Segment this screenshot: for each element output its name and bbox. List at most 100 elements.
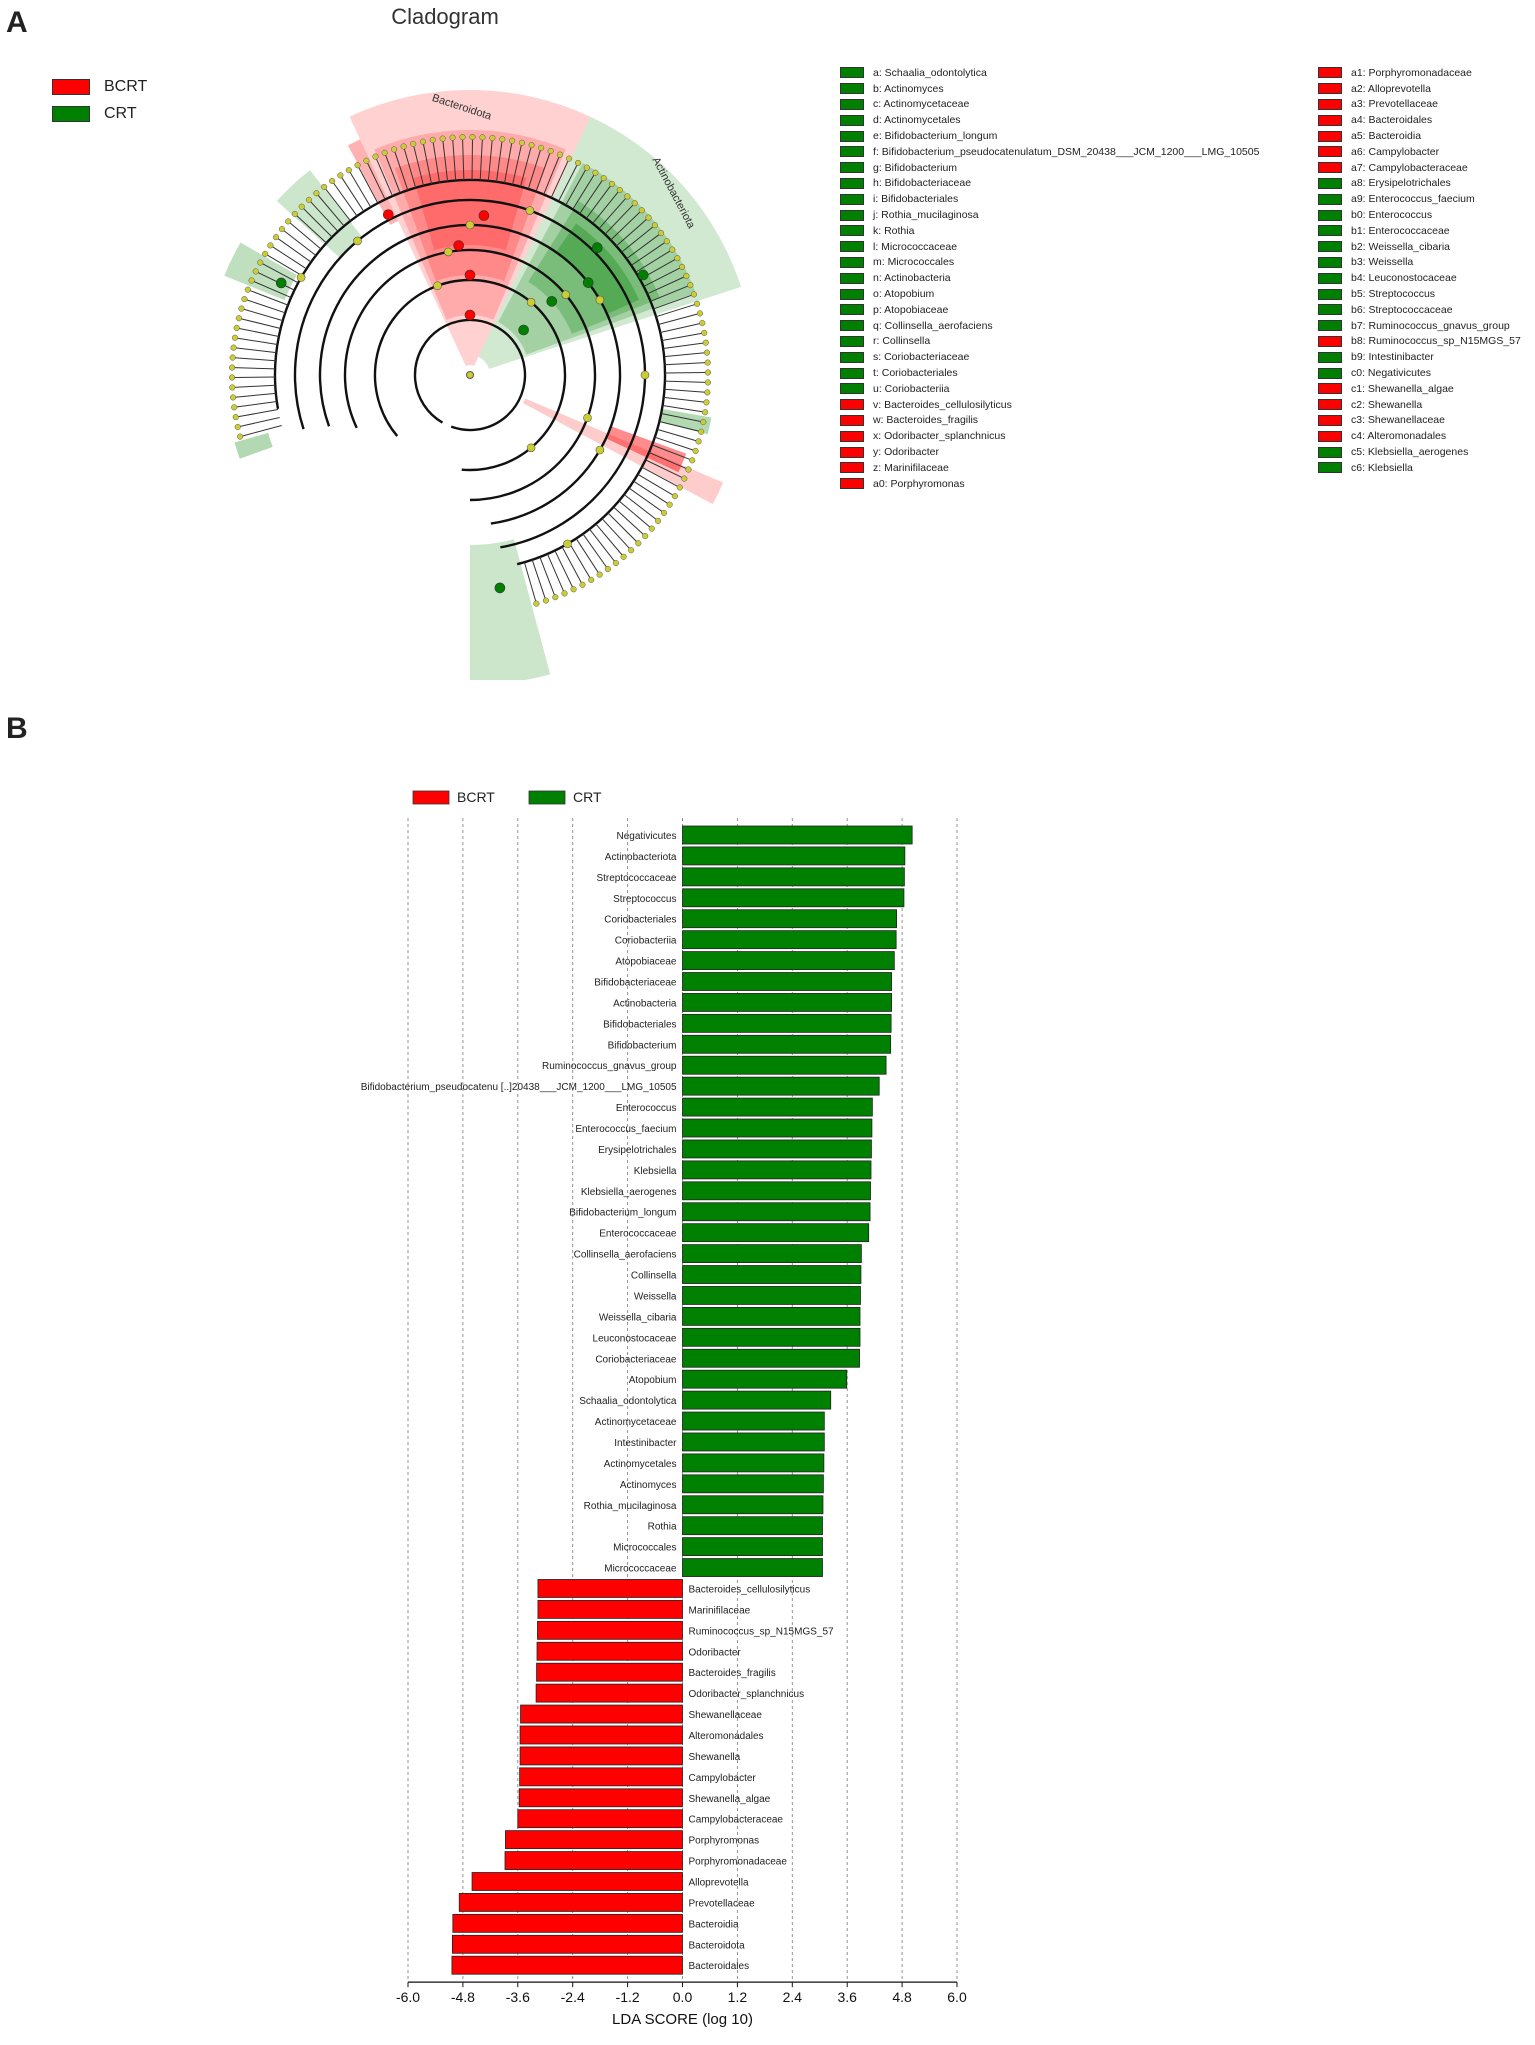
- key-item: a: Schaalia_odontolytica: [840, 65, 1259, 81]
- key-swatch: [1318, 83, 1342, 95]
- cladogram-leaf-node: [244, 286, 251, 293]
- key-label: c0: Negativicutes: [1351, 367, 1431, 380]
- lda-bar-label: Enterococcus: [616, 1103, 677, 1114]
- clade-enterococcus-highlight: [224, 242, 297, 301]
- lda-bar: [505, 1830, 683, 1850]
- lda-legend-label-crt: CRT: [573, 789, 602, 805]
- key-item: c6: Klebsiella: [1318, 460, 1521, 476]
- cladogram-leaf-branch: [519, 146, 532, 187]
- cladogram-leaf-branch: [241, 424, 282, 437]
- key-swatch: [840, 162, 864, 174]
- cladogram-leaf-branch: [403, 148, 417, 188]
- key-label: e: Bifidobacterium_longum: [873, 130, 998, 143]
- lda-bar: [682, 1097, 873, 1117]
- lda-x-tick-label: 6.0: [947, 1989, 967, 2005]
- lda-bar: [682, 972, 892, 991]
- cladogram-leaf-node: [262, 250, 269, 257]
- cladogram-leaf-node: [363, 157, 370, 164]
- key-label: x: Odoribacter_splanchnicus: [873, 430, 1006, 443]
- lda-bar-label: Shewanella_algae: [689, 1794, 771, 1805]
- key-swatch: [1318, 209, 1342, 221]
- lda-bar: [682, 909, 898, 929]
- cladogram-leaf-branch: [341, 176, 365, 212]
- key-item: l: Micrococcaceae: [840, 239, 1259, 255]
- lda-bar: [537, 1579, 683, 1598]
- key-item: c1: Shewanella_algae: [1318, 381, 1521, 397]
- lda-bar-label: Campylobacter: [689, 1773, 757, 1784]
- key-swatch: [840, 351, 864, 363]
- key-label: q: Collinsella_aerofaciens: [873, 319, 993, 332]
- key-item: a0: Porphyromonas: [840, 476, 1259, 492]
- cladogram-leaf-node: [635, 540, 642, 547]
- lda-bar-label: Enterococcaceae: [599, 1229, 677, 1240]
- cladogram-leaf-node: [704, 359, 711, 366]
- clade-shewanella-outer-highlight: [522, 398, 724, 505]
- cladogram-leaf-branch: [246, 299, 286, 314]
- lda-bar-label: Collinsella: [631, 1271, 677, 1282]
- cladogram-title: Cladogram: [391, 4, 499, 29]
- cladogram-leaf-branch: [621, 226, 654, 253]
- lda-bar: [682, 1327, 861, 1347]
- key-swatch: [1318, 256, 1342, 268]
- cladogram-node: [433, 281, 442, 291]
- cladogram-leaf-branch: [243, 308, 283, 322]
- cladogram-leaf-branch: [236, 400, 277, 408]
- cladogram-leaf-branch: [237, 409, 279, 418]
- clade-negativicutes-highlight: [470, 539, 551, 680]
- cladogram-leaf-node: [538, 144, 545, 151]
- clade-bacteroidales-highlight: [394, 155, 546, 282]
- key-item: c3: Shewanellaceae: [1318, 413, 1521, 429]
- lda-bar-label: Klebsiella_aerogenes: [581, 1187, 677, 1198]
- lda-bar-label: Rothia_mucilaginosa: [584, 1501, 677, 1512]
- clade-actinobacteriota-highlight: [478, 116, 742, 369]
- cladogram-leaf-node: [229, 354, 236, 361]
- key-swatch: [1318, 177, 1342, 189]
- lda-x-tick-label: -6.0: [396, 1989, 420, 2005]
- key-item: j: Rothia_mucilaginosa: [840, 207, 1259, 223]
- lda-bar-chart: BCRT CRT Negativicutes Actinobacteriota Stre…: [361, 789, 967, 2028]
- key-item: b6: Streptococcaceae: [1318, 302, 1521, 318]
- cladogram-leaf-node: [702, 339, 709, 346]
- cladogram-leaf-branch: [235, 392, 276, 398]
- cladogram-leaf-node: [604, 565, 611, 573]
- key-swatch: [1318, 288, 1342, 300]
- cladogram-leaf-node: [592, 169, 599, 176]
- lda-x-tick-label: -2.4: [561, 1989, 585, 2005]
- cladogram-leaf-node: [499, 136, 506, 143]
- lda-bar-label: Actinomycetaceae: [595, 1417, 677, 1428]
- lda-legend-label-bcrt: BCRT: [457, 789, 495, 805]
- cladogram-leaf-node: [700, 418, 707, 426]
- cladogram-leaf-branch: [302, 207, 333, 238]
- key-swatch: [1318, 241, 1342, 253]
- clade-ruminococcus-highlight: [234, 432, 273, 459]
- clade-actinobacteria-highlight: [498, 163, 696, 355]
- key-label: a9: Enterococcus_faecium: [1351, 193, 1475, 206]
- lda-legend-swatch-bcrt: [412, 790, 450, 805]
- key-label: a7: Campylobacteraceae: [1351, 161, 1468, 174]
- cladogram-leaf-node: [459, 134, 466, 141]
- cladogram-leaf-branch: [249, 289, 289, 306]
- cladogram-leaf-node: [449, 134, 456, 141]
- cladogram-leaf-node: [230, 394, 237, 401]
- cladogram-leaf-node: [648, 525, 655, 532]
- cladogram-leaf-node: [642, 533, 649, 540]
- lda-bar-label: Coriobacteriales: [604, 915, 676, 926]
- clade-klebsiella-highlight: [659, 408, 712, 435]
- key-swatch: [840, 146, 864, 158]
- key-label: c: Actinomycetaceae: [873, 98, 970, 111]
- cladogram-legend-crt: CRT: [52, 105, 137, 123]
- lda-bar-label: Micrococcales: [613, 1543, 676, 1554]
- cladogram-leaf-node: [579, 581, 586, 588]
- lda-bar-label: Bacteroidales: [689, 1961, 750, 1972]
- key-label: a6: Campylobacter: [1351, 145, 1440, 158]
- lda-bar: [535, 1683, 683, 1703]
- key-swatch: [1318, 430, 1342, 442]
- lda-bar-label: Bifidobacteriaceae: [594, 978, 677, 989]
- cladogram-leaf-branch: [655, 303, 696, 318]
- cladogram-leaf-node: [354, 162, 361, 169]
- lda-bar-label: Bacteroidota: [689, 1940, 746, 1951]
- cladogram-root-node: [466, 371, 474, 379]
- lda-bar-label: Bifidobacterium_pseudocatenu [..]20438__…: [361, 1082, 677, 1093]
- key-item: y: Odoribacter: [840, 444, 1259, 460]
- cladogram-leaf-branch: [592, 191, 619, 224]
